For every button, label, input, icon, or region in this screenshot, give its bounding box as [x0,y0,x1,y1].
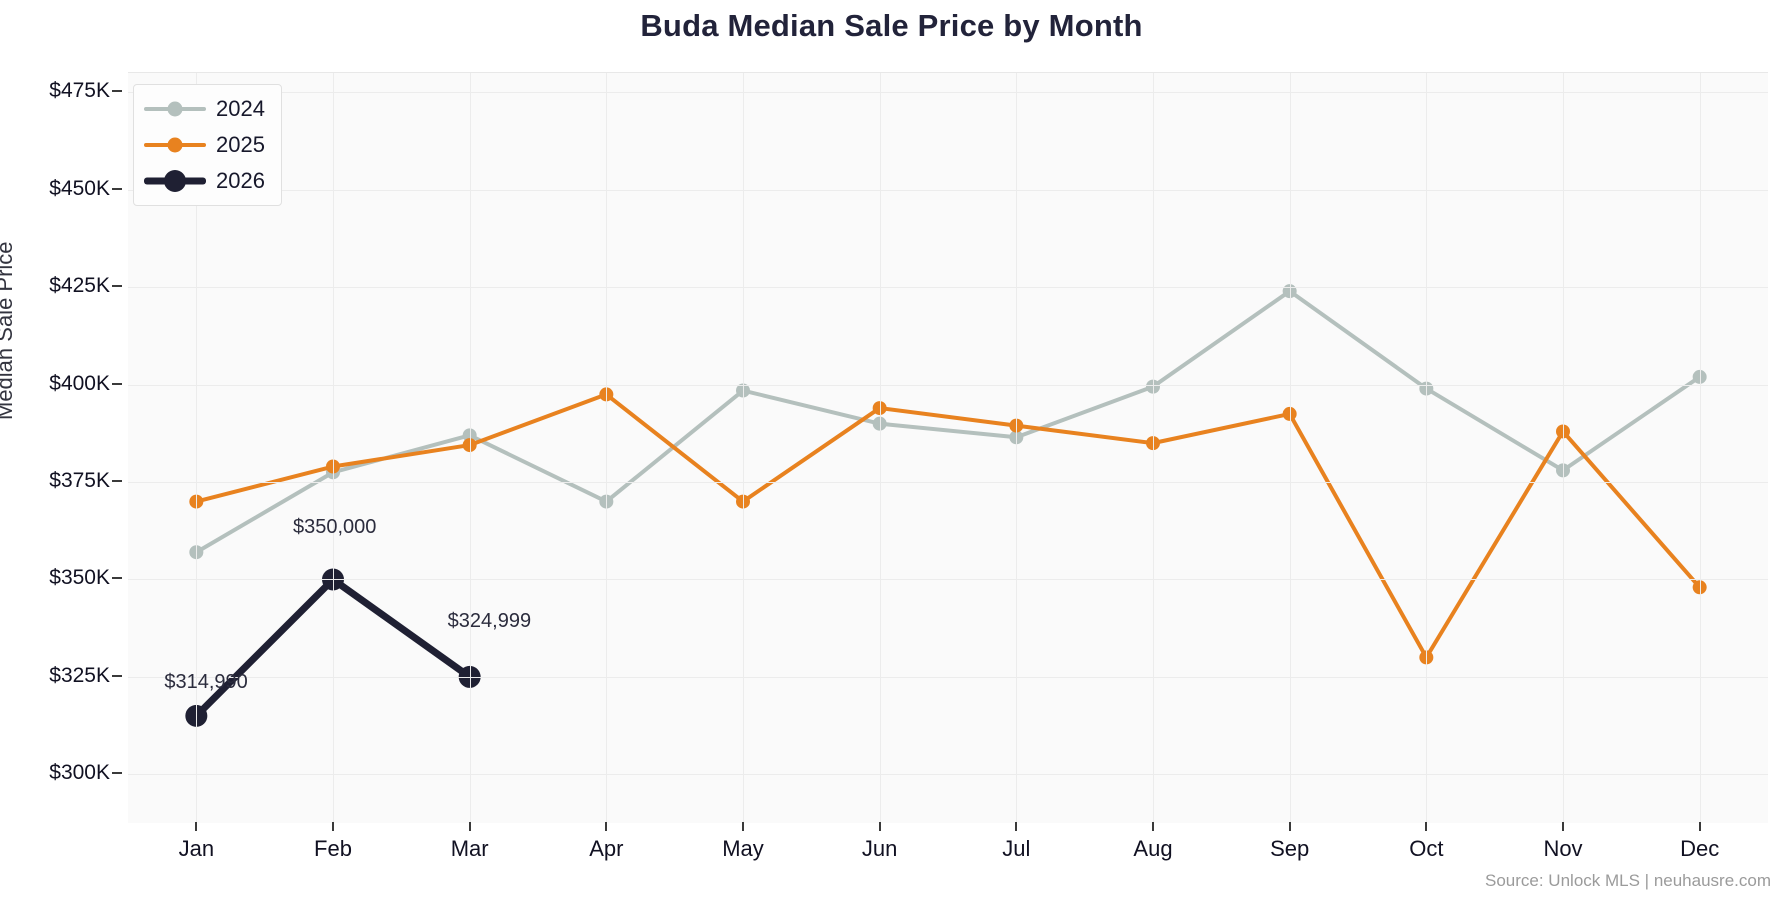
y-axis-tick-mark [112,187,122,190]
x-axis-tick-label: Feb [314,836,352,861]
y-axis-tick-mark [112,674,122,677]
x-axis-tick-label: Aug [1133,836,1173,861]
data-point-label: $350,000 [293,516,377,539]
chart-title: Buda Median Sale Price by Month [640,8,1143,43]
y-axis-tick-labels: $300K $325K $350K $375K $400K $425K $450K $475K [0,72,110,822]
series-line-2024 [194,289,1702,555]
y-axis-tick-label: $300K [49,761,110,785]
y-axis-tick-label: $400K [49,371,110,395]
x-axis-tick-label: Jul [1002,836,1031,861]
gridline-vertical [196,73,198,823]
gridline-horizontal [128,774,1768,776]
x-axis-tick-mark [468,822,471,831]
gridline-horizontal [128,92,1768,94]
x-axis-tick-label: Apr [589,836,624,861]
legend-item-2024[interactable]: 2024 [144,95,265,123]
y-axis-tick-label: $350K [49,566,110,590]
legend-item-2026[interactable]: 2026 [144,167,265,195]
gridline-vertical [1289,73,1291,823]
gridline-vertical [333,73,334,823]
plot-area [128,72,1768,823]
x-axis-tick-mark [742,822,744,831]
gridline-vertical [879,73,881,823]
legend-item-2025[interactable]: 2025 [144,131,265,159]
legend-swatch-icon [144,170,206,192]
y-axis-tick-mark [112,480,122,483]
x-axis-tick-mark [605,822,608,831]
gridline-vertical [1426,73,1428,823]
x-axis-tick-mark [1288,822,1291,831]
x-axis-tick-mark [1015,822,1018,831]
y-axis-tick-label: $450K [49,176,110,200]
y-axis-tick-label: $325K [49,663,110,687]
gridline-vertical [1563,73,1564,823]
legend-label: 2026 [216,168,265,193]
chart-legend[interactable]: 2024 2025 2026 [133,84,282,206]
y-axis-tick-label: $375K [49,469,110,493]
gridline-horizontal [128,189,1768,191]
data-point-label: $324,999 [447,609,532,632]
x-axis-tick-label: Dec [1680,836,1720,861]
series-lines [185,284,1707,727]
gridline-vertical [1153,73,1154,823]
x-axis-tick-label: May [722,836,764,861]
y-axis-tick-mark [112,285,122,288]
gridline-vertical [1699,73,1701,823]
series-line-2025 [194,392,1702,660]
x-axis-tick-mark [1425,822,1428,831]
legend-swatch-icon [144,136,206,154]
x-axis-tick-mark [878,822,881,831]
gridline-vertical [743,73,744,823]
gridline-horizontal [128,287,1768,289]
y-axis-tick-mark [112,772,122,775]
y-axis-tick-mark [112,90,122,93]
y-axis-tick-label: $425K [49,274,110,298]
y-axis-tick-mark [112,382,122,385]
gridline-horizontal [128,676,1768,678]
x-axis-tick-label: Nov [1543,836,1583,861]
x-axis-tick-label: Oct [1409,836,1444,861]
legend-label: 2024 [216,96,265,121]
gridline-vertical [606,73,608,823]
x-axis-tick-mark [1152,822,1154,831]
legend-swatch-icon [144,100,206,118]
x-axis-tick-label: Mar [450,836,489,861]
x-axis-tick-label: Sep [1270,836,1310,861]
y-axis-tick-label: $475K [49,79,110,103]
gridline-vertical [469,73,471,823]
gridline-horizontal [128,384,1768,386]
gridline-vertical [1016,73,1018,823]
gridline-horizontal [128,579,1768,581]
y-axis-tick-mark [112,577,122,580]
data-point-label: $314,990 [164,670,248,693]
legend-label: 2025 [216,132,265,157]
gridline-horizontal [128,482,1768,484]
x-axis-tick-mark [195,822,198,831]
x-axis-tick-label: Jan [178,836,215,861]
x-axis-tick-mark [1698,822,1701,831]
x-axis-tick-mark [332,822,334,831]
source-attribution: Source: Unlock MLS | neuhausre.com [1485,871,1771,890]
x-axis-tick-label: Jun [861,836,898,861]
x-axis-tick-mark [1562,822,1564,831]
x-axis-tick-labels: Jan Feb Mar Apr May Jun Jul Aug Sep Oct Nov Dec [128,822,1768,872]
